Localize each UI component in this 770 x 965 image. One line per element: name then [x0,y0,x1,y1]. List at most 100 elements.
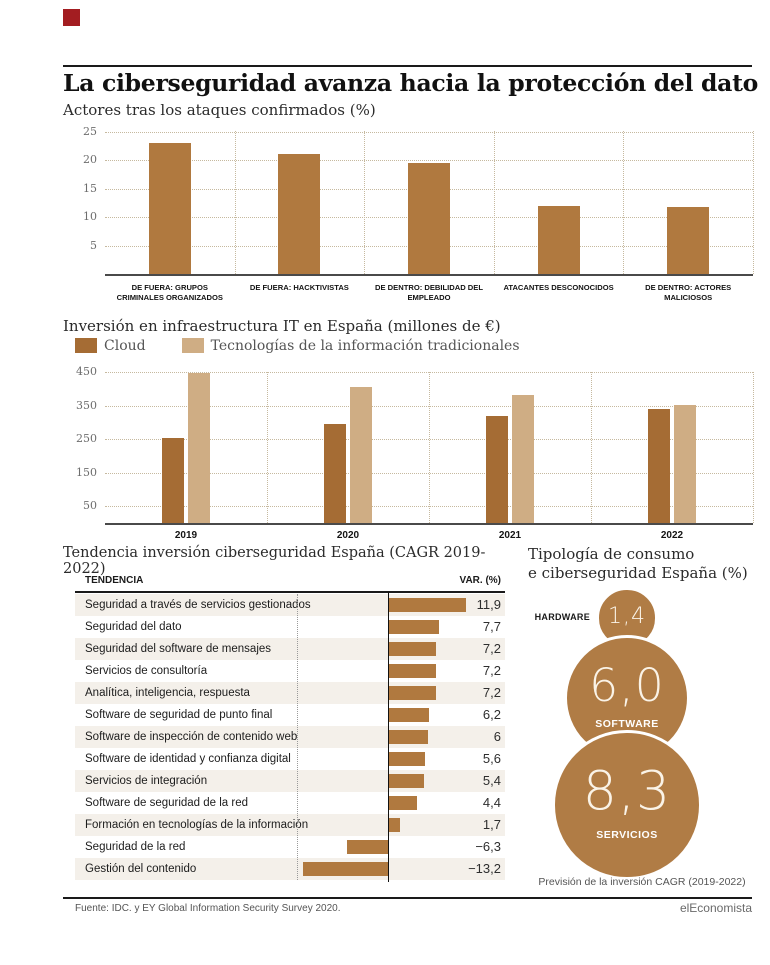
row-label: Software de seguridad de la red [85,797,249,809]
year-label: 2021 [498,530,522,541]
row-label: Gestión del contenido [85,863,197,875]
table-header-var: VAR. (%) [459,575,501,586]
bar-de-fuera-hacktivistas [278,154,321,274]
legend-label-traditional-it: Tecnologías de la información tradiciona… [210,337,520,354]
y-axis-tick-label: 5 [90,238,97,252]
row-value: 1,7 [482,817,501,832]
table-row: Software de seguridad de punto final 6,2 [75,704,505,726]
bubble-value: 6,0 [589,659,665,713]
bar-atacantes-desconocidos [537,205,580,274]
row-value: 6 [493,729,501,744]
brand-square-logo [63,9,80,26]
table-row: Servicios de integración 5,4 [75,770,505,792]
chart4-title-line1: Tipología de consumo [528,545,695,563]
year-label: 2020 [336,530,360,541]
row-bar [389,642,436,656]
category-label: DE FUERA: HACKTIVISTAS [249,283,349,292]
legend-label-cloud: Cloud [104,337,146,354]
table-dotted-guide-line [297,594,298,880]
table-row: Servicios de consultoría 7,2 [75,660,505,682]
row-value: 7,2 [482,685,501,700]
row-label: Seguridad a través de servicios gestiona… [85,599,311,611]
row-bar [389,796,418,810]
y-axis-tick-label: 25 [83,124,97,138]
table-row: Software de identidad y confianza digita… [75,748,505,770]
title-rule [63,65,752,67]
bar-de-fuera-grupos-criminales-organizados [148,142,191,274]
table-row: Software de inspección de contenido web 6 [75,726,505,748]
grid-line-y [105,160,753,161]
column-separator [493,131,495,274]
publisher-logo: elEconomista [679,901,752,915]
table-row: Analítica, inteligencia, respuesta 7,2 [75,682,505,704]
row-bar [389,686,436,700]
chart-consumption-typology: Tipología de consumo e ciberseguridad Es… [528,545,756,890]
column-separator [591,372,592,523]
chart2-legend: Cloud Tecnologías de la información trad… [75,337,544,354]
row-bar [389,664,436,678]
legend-item-cloud: Cloud [75,338,146,354]
row-value: 7,2 [482,663,501,678]
row-value: 5,6 [482,751,501,766]
legend-swatch-cloud [75,338,97,353]
table-row: Formación en tecnologías de la informaci… [75,814,505,836]
row-label: Seguridad de la red [85,841,186,853]
y-axis-tick-label: 250 [76,432,97,446]
row-label: Servicios de consultoría [85,665,208,677]
page-title: La ciberseguridad avanza hacia la protec… [63,69,759,97]
chart4-caption: Previsión de la inversión CAGR (2019-202… [538,876,746,888]
row-value: 11,9 [476,597,501,612]
row-value: 5,4 [482,773,501,788]
row-value: 4,4 [482,795,501,810]
category-label: ATACANTES DESCONOCIDOS [503,283,614,292]
row-value: 7,2 [482,641,501,656]
table-rows: Seguridad a través de servicios gestiona… [63,594,510,880]
column-separator [267,372,268,523]
chart-it-investment: 50 150 250 350 450 2019 2020 2021 2022 [63,362,755,542]
bubble-servicios [552,730,702,880]
bar-de-dentro-debilidad-del-empleado [408,162,450,274]
chart4-title-line2: e ciberseguridad España (%) [528,563,748,582]
footer-rule [63,897,752,899]
bubble-label-software: SOFTWARE [595,718,659,731]
row-bar [389,730,428,744]
y-axis-tick-label: 450 [76,365,97,379]
category-label: DE FUERA: GRUPOS CRIMINALES ORGANIZADOS [116,283,223,302]
y-axis-tick-label: 15 [83,181,97,195]
y-axis-tick-label: 350 [76,398,97,412]
row-bar [302,862,388,876]
row-value: −6,3 [475,839,501,854]
bar-de-dentro-actores-maliciosos [667,207,710,274]
y-axis-tick-label: 20 [83,153,97,166]
bar-traditional-2022 [674,404,696,523]
bar-traditional-2021 [512,394,534,523]
column-separator [753,131,754,274]
column-separator [623,131,625,274]
table-header: TENDENCIA VAR. (%) [85,575,501,586]
row-label: Analítica, inteligencia, respuesta [85,687,250,699]
legend-item-traditional-it: Tecnologías de la información tradiciona… [181,337,520,354]
row-label: Seguridad del dato [85,621,182,633]
x-axis-line [105,274,753,276]
chart3-title: Tendencia inversión ciberseguridad Españ… [63,545,486,577]
table-header-rule [75,591,505,593]
column-separator [429,372,430,523]
row-bar [389,752,426,766]
y-axis-tick-label: 50 [83,499,97,513]
chart2-title: Inversión en infraestructura IT en Españ… [63,317,501,335]
column-separator [364,131,366,274]
chart-investment-trend-table: Tendencia inversión ciberseguridad Españ… [63,545,510,890]
row-bar [347,840,388,854]
row-bar [389,620,439,634]
bar-traditional-2020 [350,387,372,523]
row-label: Seguridad del software de mensajes [85,643,272,655]
x-axis-line [105,523,753,525]
table-row: Seguridad a través de servicios gestiona… [75,594,505,616]
row-label: Software de identidad y confianza digita… [85,753,291,765]
bubble-value: 8,3 [582,758,672,822]
y-axis-tick-label: 10 [83,210,97,223]
category-label: DE DENTRO: ACTORES MALICIOSOS [645,283,732,302]
bubble-label-servicios: SERVICIOS [596,828,658,841]
row-value: −13,2 [468,861,501,876]
